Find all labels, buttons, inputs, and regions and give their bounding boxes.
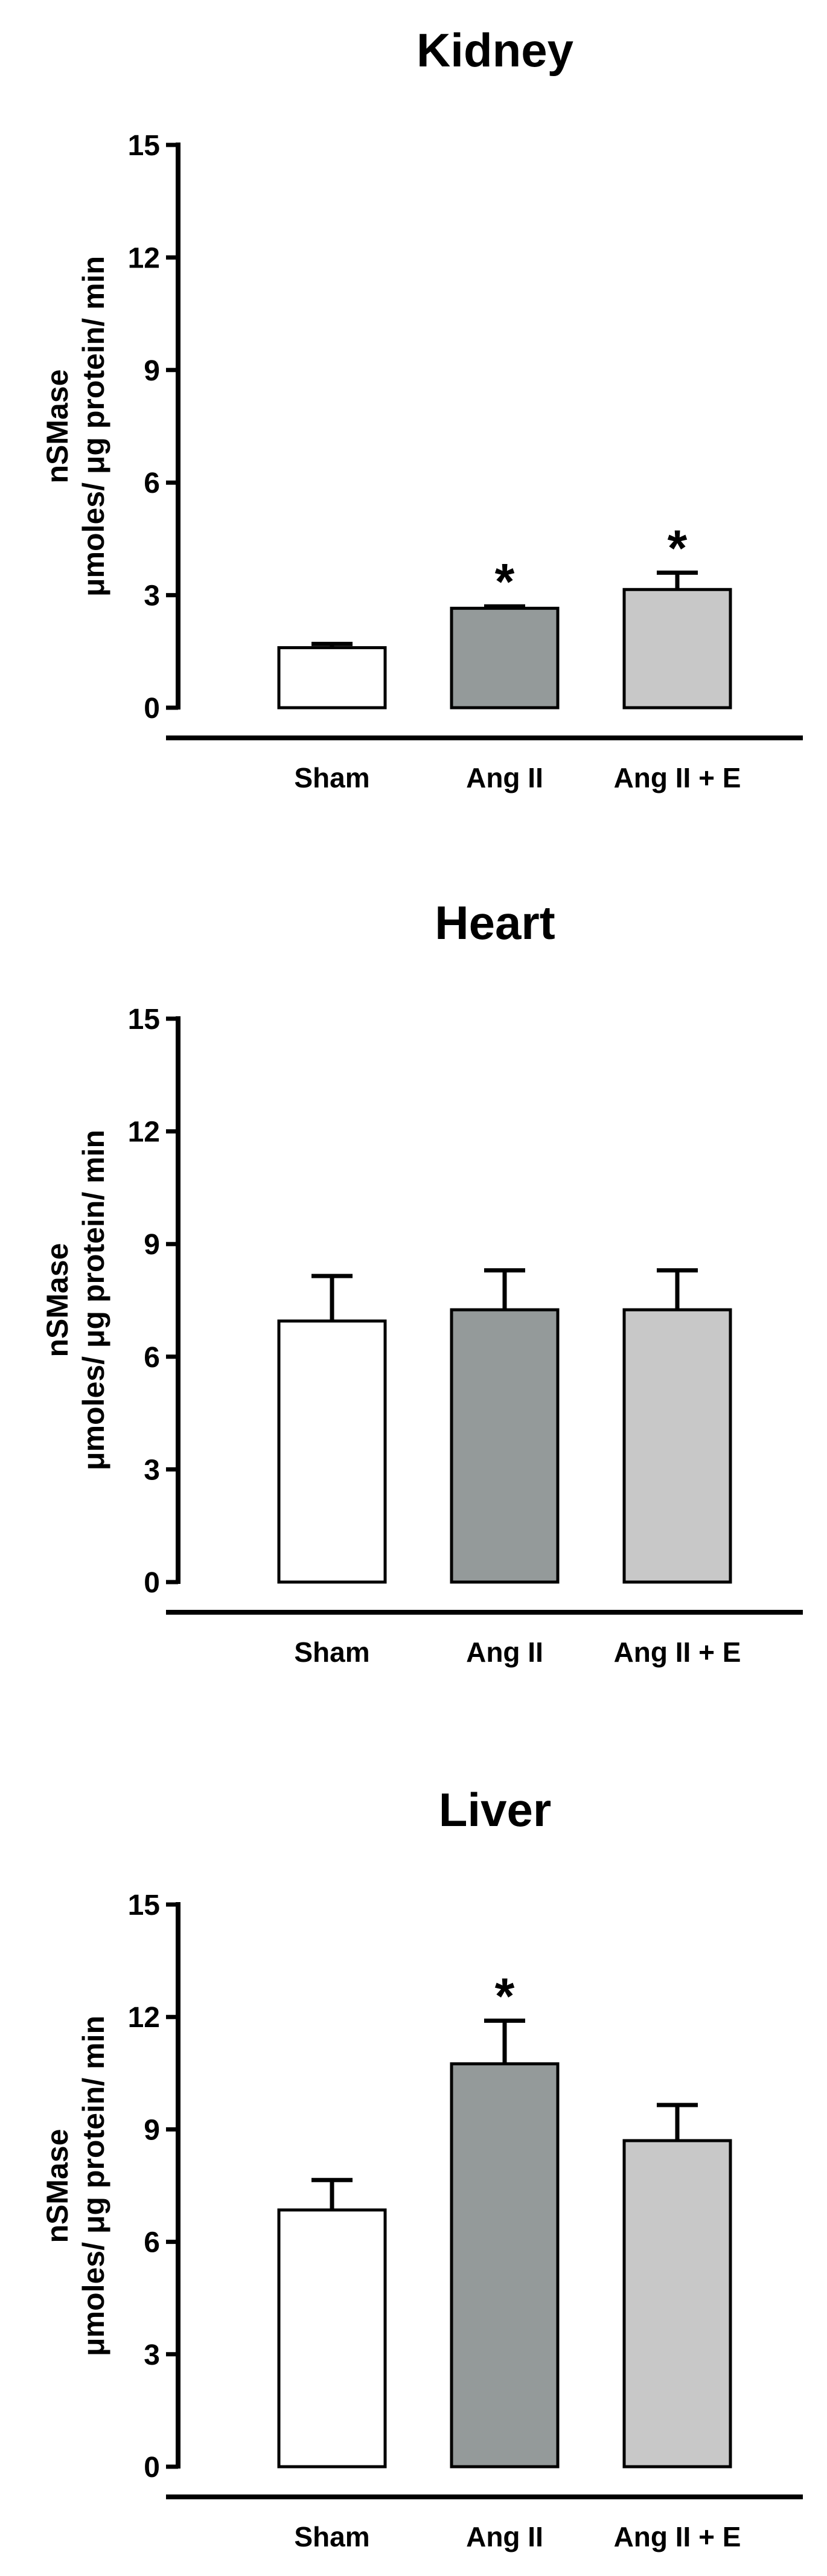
bar-ang-ii-e — [622, 1308, 732, 1584]
significance-markers: * * — [495, 519, 688, 610]
significance-marker-ang-ii: * — [495, 553, 515, 610]
chart-title: Heart — [435, 896, 555, 949]
bar-ang-ii-e — [622, 2139, 732, 2469]
y-tick-label: 3 — [144, 580, 160, 612]
y-axis-label-line-1: nSMase — [40, 370, 74, 484]
y-tick-label: 9 — [144, 355, 160, 387]
bar-ang-ii — [450, 606, 560, 710]
y-tick-label: 3 — [144, 2339, 160, 2371]
y-tick-label: 0 — [144, 1567, 160, 1599]
y-axis: 0 3 6 9 12 15 — [128, 1889, 180, 2484]
y-tick-label: 12 — [128, 2002, 160, 2034]
x-tick-labels: Sham Ang II Ang II + E — [294, 1636, 741, 1668]
y-axis-label-line-2: μmoles/ μg protein/ min — [77, 2016, 110, 2356]
chart-kidney: Kidney nSMase μmoles/ μg protein/ min 0 … — [40, 24, 803, 793]
y-tick-label: 12 — [128, 1117, 160, 1149]
error-bar-ang-ii — [484, 2018, 525, 2064]
significance-markers: * — [495, 1967, 515, 2024]
error-bar-sham — [311, 641, 353, 648]
error-bar-ang-ii-e — [657, 570, 698, 590]
chart-liver: Liver nSMase μmoles/ μg protein/ min 0 3… — [40, 1783, 803, 2552]
y-tick-label: 9 — [144, 2114, 160, 2146]
bars — [277, 2062, 732, 2469]
y-tick-label: 15 — [128, 1004, 160, 1036]
x-tick-label-ang-ii-e: Ang II + E — [614, 1636, 741, 1668]
x-tick-label-sham: Sham — [294, 762, 369, 793]
bar-ang-ii-e — [622, 588, 732, 710]
y-tick-label: 9 — [144, 1229, 160, 1261]
error-bar-sham — [311, 2177, 353, 2210]
y-tick-label: 6 — [144, 1342, 160, 1374]
y-tick-label: 3 — [144, 1454, 160, 1486]
chart-title: Kidney — [417, 24, 573, 77]
x-tick-label-ang-ii-e: Ang II + E — [614, 2521, 741, 2552]
chart-heart: Heart nSMase μmoles/ μg protein/ min 0 3… — [40, 896, 803, 1668]
y-axis-label-line-2: μmoles/ μg protein/ min — [77, 256, 110, 597]
chart-title: Liver — [439, 1783, 551, 1836]
y-axis-label: nSMase μmoles/ μg protein/ min — [40, 1130, 110, 1470]
y-axis-label: nSMase μmoles/ μg protein/ min — [40, 256, 110, 597]
error-bars — [311, 1268, 698, 1321]
bar-sham — [277, 2208, 387, 2469]
error-bar-ang-ii — [484, 1268, 525, 1310]
y-tick-label: 6 — [144, 2227, 160, 2259]
error-bar-ang-ii — [484, 604, 525, 609]
bars — [277, 1308, 732, 1584]
x-tick-labels: Sham Ang II Ang II + E — [294, 762, 741, 793]
significance-marker-ang-ii-e: * — [668, 519, 688, 576]
error-bar-ang-ii-e — [657, 1268, 698, 1310]
error-bars — [311, 2018, 698, 2210]
y-tick-label: 0 — [144, 2452, 160, 2484]
x-tick-label-ang-ii: Ang II — [466, 1636, 543, 1668]
error-bars — [311, 570, 698, 648]
y-tick-label: 15 — [128, 130, 160, 162]
bars — [277, 588, 732, 710]
y-tick-label: 12 — [128, 242, 160, 274]
x-tick-label-sham: Sham — [294, 1636, 369, 1668]
error-bar-sham — [311, 1274, 353, 1321]
x-tick-label-ang-ii: Ang II — [466, 2521, 543, 2552]
x-tick-label-ang-ii-e: Ang II + E — [614, 762, 741, 793]
x-tick-label-sham: Sham — [294, 2521, 369, 2552]
y-axis-label-line-1: nSMase — [40, 1243, 74, 1357]
error-bar-ang-ii-e — [657, 2103, 698, 2141]
bar-sham — [277, 1319, 387, 1584]
y-axis-label: nSMase μmoles/ μg protein/ min — [40, 2016, 110, 2356]
y-tick-label: 15 — [128, 1889, 160, 1921]
bar-ang-ii — [450, 1308, 560, 1584]
y-axis-label-line-1: nSMase — [40, 2129, 74, 2243]
y-axis-label-line-2: μmoles/ μg protein/ min — [77, 1130, 110, 1470]
significance-marker-ang-ii: * — [495, 1967, 515, 2024]
y-tick-label: 6 — [144, 467, 160, 499]
bar-sham — [277, 646, 387, 710]
y-tick-label: 0 — [144, 693, 160, 725]
y-axis: 0 3 6 9 12 15 — [128, 130, 180, 725]
x-tick-label-ang-ii: Ang II — [466, 762, 543, 793]
y-axis: 0 3 6 9 12 15 — [128, 1004, 180, 1599]
x-tick-labels: Sham Ang II Ang II + E — [294, 2521, 741, 2552]
bar-ang-ii — [450, 2062, 560, 2469]
